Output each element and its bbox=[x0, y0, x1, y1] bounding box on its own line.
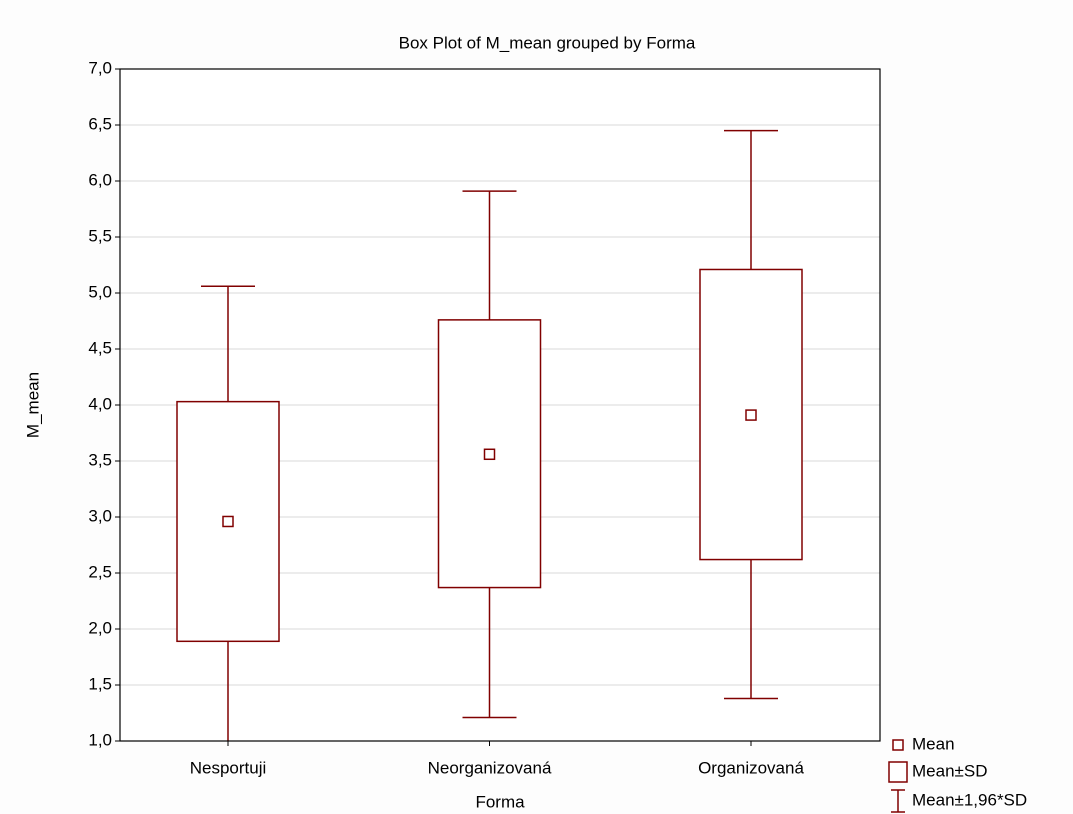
legend: Mean Mean±SD Mean±1,96*SD bbox=[888, 734, 1027, 813]
y-tick-label: 2,5 bbox=[88, 562, 112, 581]
y-tick-label: 4,5 bbox=[88, 338, 112, 357]
y-axis-label: M_mean bbox=[23, 372, 42, 438]
legend-label: Mean±1,96*SD bbox=[912, 790, 1027, 809]
y-tick-label: 6,0 bbox=[88, 170, 112, 189]
y-tick-label: 5,0 bbox=[88, 282, 112, 301]
y-tick-label: 1,0 bbox=[88, 730, 112, 749]
marks bbox=[176, 129, 803, 741]
mean-marker bbox=[745, 409, 757, 421]
y-tick-label: 1,5 bbox=[88, 674, 112, 693]
x-axis-label: Forma bbox=[475, 792, 525, 811]
chart-title: Box Plot of M_mean grouped by Forma bbox=[399, 33, 696, 52]
legend-label: Mean bbox=[912, 734, 955, 753]
legend-label: Mean±SD bbox=[912, 761, 987, 780]
x-tick-label: Organizovaná bbox=[698, 758, 804, 777]
legend-swatch-whisker bbox=[891, 789, 905, 813]
mean-marker bbox=[222, 515, 234, 528]
y-tick-label: 3,0 bbox=[88, 506, 112, 525]
y-tick-label: 3,5 bbox=[88, 450, 112, 469]
y-tick-label: 7,0 bbox=[88, 58, 112, 77]
x-tick-label: Neorganizovaná bbox=[428, 758, 552, 777]
y-tick-label: 5,5 bbox=[88, 226, 112, 245]
mean-marker bbox=[483, 448, 496, 461]
y-tick-label: 4,0 bbox=[88, 394, 112, 413]
legend-swatch-sd bbox=[888, 761, 908, 783]
plot-frame bbox=[119, 68, 881, 742]
legend-swatch-mean bbox=[892, 739, 904, 751]
y-tick-label: 2,0 bbox=[88, 618, 112, 637]
x-tick-label: Nesportuji bbox=[190, 758, 267, 777]
y-tick-label: 6,5 bbox=[88, 114, 112, 133]
